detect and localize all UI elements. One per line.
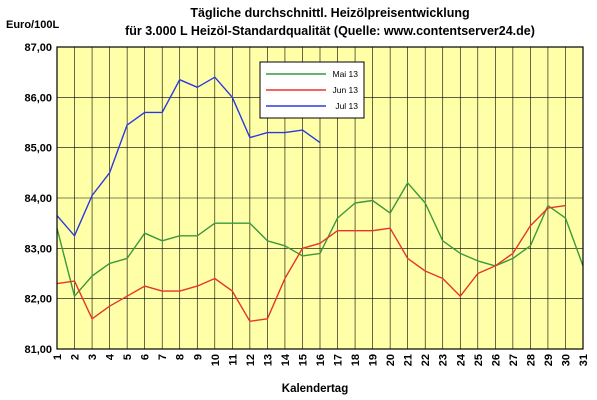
- x-tick-label: 20: [385, 354, 397, 366]
- x-tick-label: 28: [525, 354, 537, 366]
- x-tick-label: 14: [280, 353, 292, 366]
- y-tick-label: 82,00: [24, 294, 52, 306]
- x-tick-label: 16: [315, 354, 327, 366]
- plot-border: [56, 46, 584, 350]
- x-tick-label: 19: [368, 354, 380, 366]
- x-tick-label: 12: [245, 354, 257, 366]
- x-tick-label: 30: [560, 354, 572, 366]
- y-axis-label: Euro/100L: [6, 19, 59, 31]
- y-tick-label: 84,00: [24, 193, 52, 205]
- x-tick-label: 25: [473, 354, 485, 366]
- legend-entry: Jun 13: [332, 85, 358, 95]
- legend-entry: Mai 13: [332, 69, 358, 79]
- chart-title: Tägliche durchschnittl. Heizölpreisentwi…: [190, 6, 469, 20]
- y-tick-labels: 81,00 82,00 83,00 84,00 85,00 86,00 87,00: [24, 42, 52, 356]
- series-lines: [56, 76, 584, 322]
- x-tick-label: 7: [157, 354, 169, 360]
- series-line-jun-13: [56, 204, 566, 322]
- x-tick-label: 18: [350, 354, 362, 366]
- x-tick-label: 15: [297, 354, 309, 366]
- y-tick-label: 81,00: [24, 344, 52, 356]
- x-tick-label: 9: [192, 354, 204, 360]
- x-tick-label: 27: [508, 354, 520, 366]
- x-tick-label: 4: [105, 353, 117, 360]
- x-tick-label: 6: [140, 354, 152, 360]
- x-tick-labels: 1 2 3 4 5 6 7 8 9 10 11 12 13 14 15 16 17 18 19 20 21 22 23 24 2…: [52, 353, 590, 366]
- x-tick-label: 13: [262, 354, 274, 366]
- x-tick-label: 22: [420, 354, 432, 366]
- x-tick-label: 10: [210, 354, 222, 366]
- x-tick-label: 29: [543, 354, 555, 366]
- x-tick-label: 1: [52, 354, 64, 360]
- legend-entry: Jul 13: [335, 101, 358, 111]
- x-tick-label: 11: [227, 354, 239, 366]
- y-tick-label: 86,00: [24, 92, 52, 104]
- chart-subtitle: für 3.000 L Heizöl-Standardqualität (Que…: [125, 24, 535, 38]
- x-tick-label: 31: [578, 354, 590, 366]
- x-axis-label: Kalendertag: [282, 383, 348, 395]
- x-tick-label: 23: [438, 354, 450, 366]
- x-tick-label: 26: [490, 354, 502, 366]
- legend: Mai 13 Jun 13 Jul 13: [259, 61, 365, 119]
- x-tick-label: 8: [175, 354, 187, 360]
- y-tick-label: 85,00: [24, 143, 52, 155]
- series-line-jul-13: [56, 76, 321, 237]
- x-tick-label: 5: [122, 354, 134, 360]
- x-tick-label: 21: [403, 354, 415, 366]
- y-tick-label: 87,00: [24, 42, 52, 54]
- x-tick-label: 24: [455, 353, 467, 366]
- x-tick-label: 3: [87, 354, 99, 360]
- x-tick-label: 17: [333, 354, 345, 366]
- x-tick-label: 2: [70, 354, 82, 360]
- y-tick-label: 83,00: [24, 243, 52, 255]
